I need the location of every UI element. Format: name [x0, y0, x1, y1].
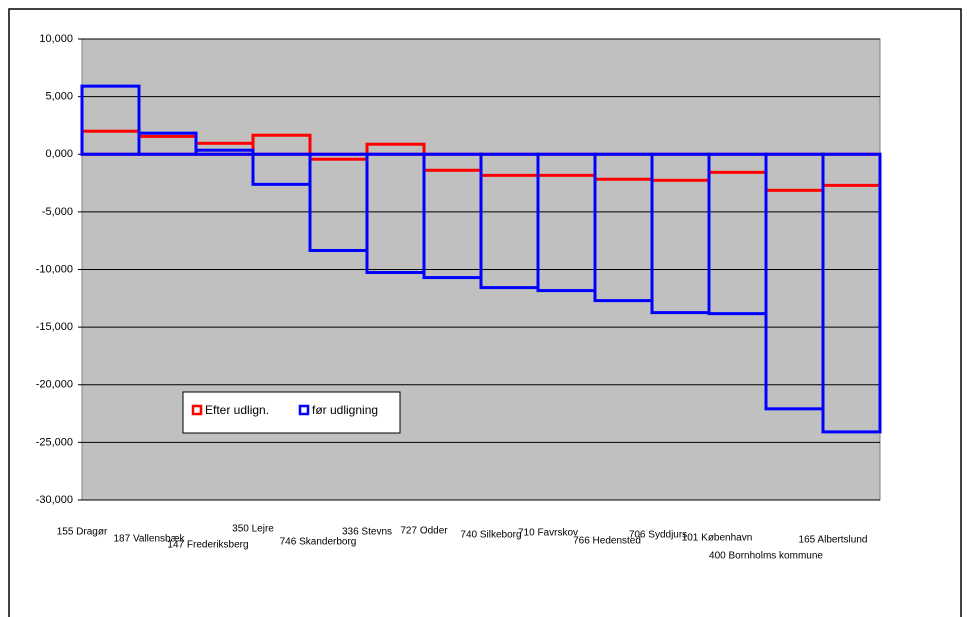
x-tick-label: 706 Syddjurs	[629, 530, 687, 541]
y-tick-label: 10,000	[39, 33, 73, 45]
frame	[8, 8, 962, 617]
x-tick-label: 336 Stevns	[342, 527, 392, 538]
x-tick-label: 147 Frederiksberg	[167, 540, 248, 551]
legend-swatch	[191, 404, 203, 416]
y-tick-label: -5,000	[42, 206, 73, 218]
x-tick-label: 165 Albertslund	[799, 535, 868, 546]
x-tick-label: 400 Bornholms kommune	[709, 551, 823, 562]
y-tick-label: -30,000	[36, 494, 73, 506]
legend-swatch	[298, 404, 310, 416]
x-tick-label: 766 Hedensted	[573, 536, 641, 547]
y-tick-label: -20,000	[36, 379, 73, 391]
y-tick-label: -25,000	[36, 436, 73, 448]
bar	[137, 131, 198, 156]
x-tick-label: 710 Favrskov	[518, 528, 578, 539]
x-tick-label: 746 Skanderborg	[280, 537, 357, 548]
legend-box	[182, 391, 401, 434]
y-tick-label: -10,000	[36, 263, 73, 275]
legend-label: Efter udlign.	[205, 403, 269, 417]
legend: Efter udlign. før udligning	[182, 391, 401, 434]
bar	[80, 84, 141, 156]
y-tick-label: 0,000	[45, 148, 73, 160]
bar	[821, 152, 882, 434]
x-tick-label: 155 Dragør	[57, 527, 108, 538]
x-tick-label: 727 Odder	[400, 526, 448, 537]
y-tick-label: 5,000	[45, 91, 73, 103]
x-tick-label: 740 Silkeborg	[460, 530, 521, 541]
y-tick-label: -15,000	[36, 321, 73, 333]
bar	[194, 148, 255, 156]
x-tick-label: 101 København	[682, 533, 753, 544]
x-tick-label: 187 Vallensbæk	[114, 534, 186, 545]
x-tick-label: 350 Lejre	[232, 524, 274, 535]
legend-label: før udligning	[312, 403, 378, 417]
